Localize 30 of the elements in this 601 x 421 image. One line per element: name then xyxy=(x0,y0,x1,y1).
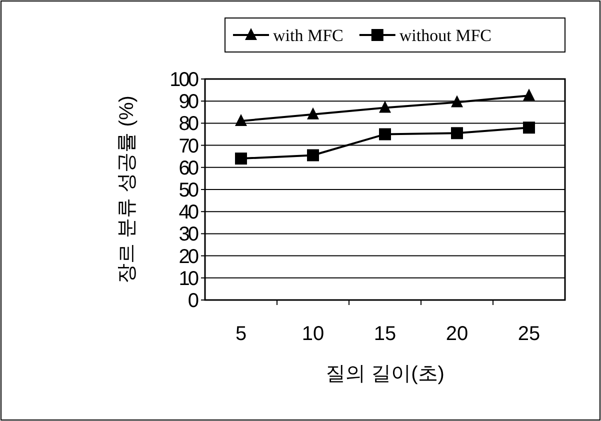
point xyxy=(235,152,247,165)
x-axis-title: 질의 길이(초) xyxy=(326,363,444,385)
y-tick-label: 10 xyxy=(178,268,199,290)
x-tick-label: 5 xyxy=(235,323,247,345)
point xyxy=(523,88,535,101)
point xyxy=(379,100,391,113)
y-tick-label: 40 xyxy=(178,202,199,224)
y-tick-label: 70 xyxy=(178,135,199,158)
x-tick-label: 10 xyxy=(302,323,324,345)
y-tick-label: 30 xyxy=(178,224,199,246)
x-tick-label: 20 xyxy=(446,323,468,345)
point xyxy=(451,127,463,140)
y-tick-label: 0 xyxy=(188,290,199,312)
point xyxy=(307,107,319,120)
y-tick-label: 80 xyxy=(178,113,199,136)
y-tick-label: 90 xyxy=(178,91,199,114)
point xyxy=(451,95,463,108)
point xyxy=(523,122,535,134)
y-tick-label: 50 xyxy=(178,180,199,202)
x-tick-label: 15 xyxy=(374,323,396,345)
y-tick-label: 60 xyxy=(178,157,199,180)
y-axis-title: 장르 분류 성공률 (%) xyxy=(116,96,138,284)
point xyxy=(379,128,391,140)
y-tick-label: 20 xyxy=(178,246,199,268)
point xyxy=(235,114,247,126)
legend-label: without MFC xyxy=(399,26,492,45)
point xyxy=(307,149,319,162)
legend-label: with MFC xyxy=(273,26,344,45)
x-tick-label: 25 xyxy=(518,323,540,345)
y-tick-label: 100 xyxy=(170,69,199,91)
